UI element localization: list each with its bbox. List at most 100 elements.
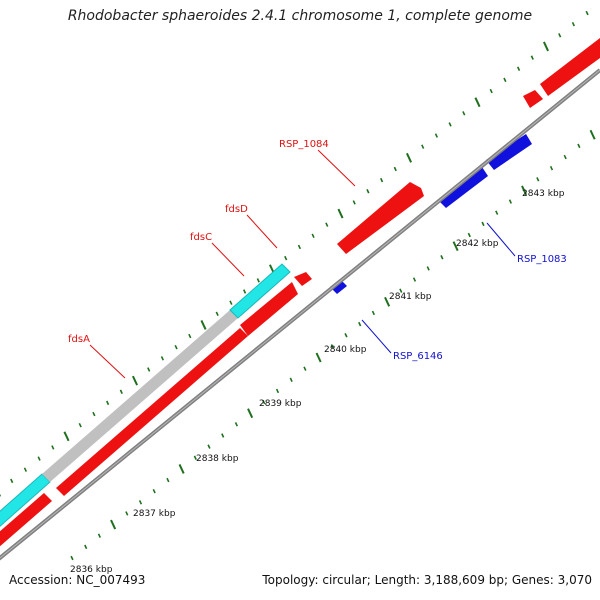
tick-mark: [188, 333, 192, 339]
tick-mark: [366, 189, 370, 194]
kbp-tick-label: 2841 kbp: [389, 292, 432, 302]
tick-mark: [207, 444, 211, 449]
tick-mark: [384, 296, 391, 307]
tick-mark: [495, 210, 499, 215]
tick-mark: [558, 33, 562, 38]
tick-mark: [503, 77, 507, 83]
gene-label[interactable]: fdsC: [190, 232, 212, 243]
chromosome-backbone: [0, 68, 600, 561]
tick-mark: [262, 399, 266, 405]
tick-mark: [23, 467, 27, 472]
outer-tick-track: [0, 10, 589, 497]
kbp-tick-label: 2837 kbp: [133, 509, 176, 519]
gene-fdsA-arrow[interactable]: [56, 328, 248, 496]
kbp-tick-label: 2840 kbp: [324, 345, 367, 355]
feature-track: [0, 38, 600, 548]
gene-RSP_1083-arrow-a[interactable]: [438, 167, 488, 208]
tick-mark: [440, 255, 444, 260]
tick-mark: [63, 431, 70, 442]
gene-leader-line: [211, 242, 245, 277]
tick-mark: [243, 289, 247, 294]
gene-leader-line: [246, 214, 278, 249]
tick-mark: [358, 321, 362, 327]
tick-mark: [421, 144, 425, 149]
tick-mark: [589, 129, 596, 140]
tick-mark: [337, 208, 344, 219]
gene-RSP_1084-arrow[interactable]: [337, 182, 424, 254]
tick-mark: [297, 244, 301, 250]
gene-fdsC-arrow[interactable]: [240, 282, 298, 336]
gene-leader-line: [486, 222, 516, 257]
gene-fdsD-arrow[interactable]: [294, 272, 312, 286]
tick-mark: [303, 366, 307, 371]
map-title: Rhodobacter sphaeroides 2.4.1 chromosome…: [67, 8, 533, 24]
tick-mark: [462, 111, 466, 116]
genome-summary-text: Topology: circular; Length: 3,188,609 bp…: [262, 573, 592, 587]
tick-mark: [371, 310, 375, 316]
cyan-feature-upper[interactable]: [229, 263, 291, 319]
gray-feature[interactable]: [42, 310, 238, 482]
gene-RSP_6146-arrow[interactable]: [330, 279, 347, 294]
tick-mark: [380, 177, 384, 183]
tick-mark: [51, 445, 55, 450]
kbp-tick-label: 2843 kbp: [522, 189, 565, 199]
tick-mark: [256, 278, 260, 283]
tick-mark: [131, 375, 139, 386]
tick-mark: [508, 199, 512, 204]
tick-mark: [481, 221, 485, 227]
tick-mark: [530, 55, 534, 60]
gene-label[interactable]: RSP_6146: [393, 351, 443, 362]
tick-mark: [452, 241, 459, 252]
tick-mark: [106, 400, 110, 406]
tick-mark: [84, 544, 88, 550]
tick-mark: [405, 152, 413, 163]
gene-leader-line: [361, 319, 392, 354]
tick-mark: [577, 143, 581, 149]
gene-label[interactable]: fdsD: [225, 204, 248, 215]
tick-mark: [571, 21, 575, 27]
kbp-tick-label: 2838 kbp: [196, 454, 239, 464]
tick-mark: [10, 478, 14, 484]
tick-mark: [247, 408, 254, 419]
gene-label[interactable]: RSP_1083: [517, 254, 567, 265]
tick-mark: [536, 177, 540, 182]
tick-mark: [110, 519, 117, 530]
tick-mark: [284, 255, 288, 261]
tick-mark: [92, 411, 96, 417]
gene-label[interactable]: fdsA: [68, 334, 90, 345]
kbp-label-group: 2836 kbp 2837 kbp 2838 kbp 2839 kbp 2840 kbp…: [70, 189, 565, 575]
tick-mark: [563, 154, 567, 160]
tick-mark: [215, 311, 219, 317]
gene-RSP_1083-arrow-b[interactable]: [486, 134, 532, 170]
tick-mark: [352, 200, 356, 205]
gene-red-upper-a[interactable]: [523, 90, 543, 108]
tick-mark: [119, 389, 123, 394]
tick-mark: [125, 511, 129, 516]
tick-mark: [399, 288, 403, 293]
kbp-tick-label: 2842 kbp: [456, 239, 499, 249]
accession-text: Accession: NC_007493: [9, 573, 146, 587]
tick-mark: [37, 456, 41, 461]
tick-mark: [315, 352, 322, 363]
tick-mark: [221, 433, 225, 438]
gene-label[interactable]: RSP_1084: [279, 139, 329, 150]
tick-mark: [78, 422, 82, 428]
tick-mark: [70, 555, 74, 561]
tick-mark: [97, 533, 101, 538]
tick-mark: [234, 422, 238, 427]
gene-fdsA-arrow[interactable]: [0, 493, 52, 548]
tick-mark: [275, 388, 280, 394]
gene-label-group: fdsA fdsC fdsD RSP_1084 RSP_1083 RSP_6146: [68, 139, 567, 379]
tick-mark: [147, 367, 151, 372]
tick-mark: [152, 488, 156, 494]
gene-red-upper-b[interactable]: [540, 38, 600, 96]
tick-mark: [193, 455, 197, 460]
tick-mark: [585, 10, 589, 16]
tick-mark: [166, 477, 170, 483]
tick-mark: [311, 233, 315, 239]
tick-mark: [549, 165, 554, 171]
gene-leader-line: [89, 344, 126, 379]
tick-mark: [178, 463, 185, 474]
kbp-tick-label: 2839 kbp: [259, 399, 302, 409]
